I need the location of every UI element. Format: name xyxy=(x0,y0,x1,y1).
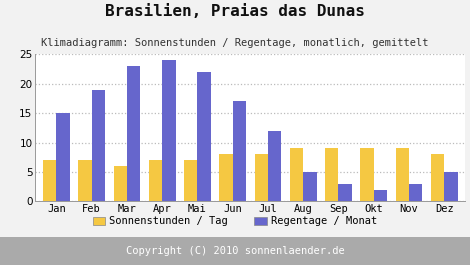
Bar xyxy=(92,90,105,201)
Bar xyxy=(149,160,162,201)
Bar xyxy=(114,166,127,201)
Bar xyxy=(360,148,374,201)
Text: Brasilien, Praias das Dunas: Brasilien, Praias das Dunas xyxy=(105,4,365,19)
Legend: Sonnenstunden / Tag, Regentage / Monat: Sonnenstunden / Tag, Regentage / Monat xyxy=(89,212,381,231)
Bar xyxy=(56,113,70,201)
Bar xyxy=(43,160,56,201)
Bar xyxy=(255,154,268,201)
Bar xyxy=(290,148,303,201)
Bar xyxy=(268,131,282,201)
Bar xyxy=(374,190,387,201)
Bar xyxy=(431,154,444,201)
Bar xyxy=(219,154,233,201)
Bar xyxy=(444,172,458,201)
Bar xyxy=(233,101,246,201)
Bar xyxy=(127,66,141,201)
Bar xyxy=(184,160,197,201)
Bar xyxy=(78,160,92,201)
Bar xyxy=(197,72,211,201)
Text: Klimadiagramm: Sonnenstunden / Regentage, monatlich, gemittelt: Klimadiagramm: Sonnenstunden / Regentage… xyxy=(41,38,429,48)
Bar xyxy=(396,148,409,201)
Bar xyxy=(303,172,317,201)
Bar xyxy=(325,148,338,201)
Bar xyxy=(409,184,423,201)
Text: Copyright (C) 2010 sonnenlaender.de: Copyright (C) 2010 sonnenlaender.de xyxy=(125,246,345,256)
Bar xyxy=(162,60,176,201)
Bar xyxy=(338,184,352,201)
